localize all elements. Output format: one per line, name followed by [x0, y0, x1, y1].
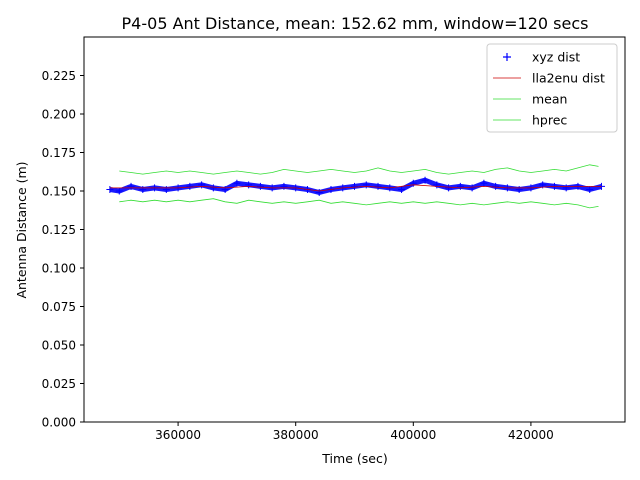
data-point — [139, 185, 147, 193]
data-point — [209, 184, 217, 192]
legend-marker — [503, 53, 511, 61]
data-point — [362, 181, 370, 189]
data-point — [256, 182, 264, 190]
data-point — [233, 179, 241, 187]
data-point — [198, 181, 206, 189]
legend-item-hprec: hprec — [493, 113, 567, 128]
data-point — [515, 185, 523, 193]
y-tick-label: 0.225 — [42, 69, 76, 83]
data-point — [492, 182, 500, 190]
data-point — [115, 187, 123, 195]
data-point — [562, 184, 570, 192]
y-tick-label: 0.200 — [42, 108, 76, 122]
legend-label: mean — [532, 92, 567, 107]
y-tick-label: 0.150 — [42, 185, 76, 199]
x-tick-label: 360000 — [155, 428, 201, 442]
data-point — [127, 182, 135, 190]
data-point — [280, 182, 288, 190]
legend: xyz dist lla2enu dist mean hprec — [486, 43, 618, 133]
legend-item-lla2enu-dist: lla2enu dist — [493, 71, 605, 86]
x-tick-label: 400000 — [390, 428, 436, 442]
series-layer — [106, 164, 605, 209]
y-tick-label: 0.125 — [42, 223, 76, 237]
data-point — [374, 182, 382, 190]
y-tick-label: 0.175 — [42, 146, 76, 160]
data-point — [468, 184, 476, 192]
data-point — [586, 185, 594, 193]
legend-item-xyz-dist: xyz dist — [503, 50, 580, 65]
data-point — [162, 185, 170, 193]
legend-box — [486, 43, 618, 133]
y-tick-label: 0.025 — [42, 377, 76, 391]
y-tick-label: 0.075 — [42, 300, 76, 314]
series-lla2enu-dist — [109, 184, 602, 192]
y-axis-label: Antenna Distance (m) — [14, 161, 29, 298]
legend-item-mean: mean — [493, 92, 567, 107]
legend-label: hprec — [532, 113, 567, 128]
x-tick-label: 380000 — [273, 428, 319, 442]
chart-title: P4-05 Ant Distance, mean: 152.62 mm, win… — [122, 14, 589, 33]
x-tick-label: 420000 — [508, 428, 554, 442]
x-axis: 360000 380000 400000 420000 — [155, 422, 554, 442]
y-tick-label: 0.000 — [42, 416, 76, 430]
data-point — [186, 182, 194, 190]
series-mean — [119, 164, 599, 175]
data-point — [106, 185, 114, 193]
y-axis: 0.000 0.025 0.050 0.075 0.100 0.125 0.150 0.175… — [42, 69, 84, 430]
y-tick-label: 0.100 — [42, 262, 76, 276]
data-point — [315, 189, 323, 197]
y-tick-label: 0.050 — [42, 339, 76, 353]
data-point — [433, 181, 441, 189]
data-point — [456, 182, 464, 190]
legend-label: lla2enu dist — [532, 71, 605, 86]
x-axis-label: Time (sec) — [321, 451, 387, 466]
data-point — [221, 185, 229, 193]
data-point — [421, 176, 429, 184]
data-point — [409, 179, 417, 187]
data-point — [245, 181, 253, 189]
series-hprec — [119, 198, 599, 209]
series-xyz-dist — [106, 176, 605, 197]
data-point — [480, 179, 488, 187]
legend-label: xyz dist — [532, 50, 580, 65]
data-point — [398, 185, 406, 193]
data-point — [351, 182, 358, 190]
data-point — [445, 184, 453, 192]
